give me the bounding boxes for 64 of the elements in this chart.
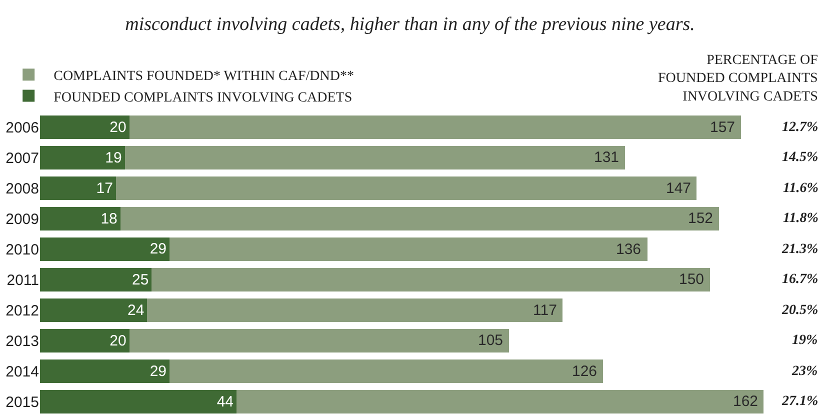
bar: [116, 176, 697, 200]
total-label: 117: [533, 302, 557, 319]
y-tick-label: 2012: [6, 302, 39, 320]
bar: [40, 115, 130, 140]
text: 14.5%: [782, 150, 818, 165]
total-label: 136: [616, 241, 642, 258]
y-tick-label: 2011: [6, 272, 39, 289]
data-label: 24: [128, 302, 144, 319]
y-tick-label: 2014: [6, 364, 39, 380]
text: 21.3%: [781, 242, 818, 257]
bar: [124, 146, 626, 170]
y-tick-label: 2010: [6, 242, 39, 258]
data-label: 29: [150, 240, 167, 258]
bar: [236, 390, 764, 414]
total-label: 162: [733, 393, 758, 410]
bar: [40, 237, 170, 262]
bar: [40, 146, 125, 170]
data-label: 44: [216, 393, 234, 410]
y-tick-label: 2006: [6, 120, 39, 136]
data-label: 17: [96, 180, 113, 197]
total-label: 152: [688, 210, 714, 227]
data-label: 25: [132, 271, 149, 288]
text: 23%: [791, 364, 818, 379]
text: PERCENTAGE OF FOUNDED COMPLAINTS INVOLVING CADETS: [658, 53, 818, 104]
y-tick-label: 2013: [6, 333, 39, 350]
bar: [129, 115, 742, 140]
bar: [40, 268, 152, 292]
bar: [170, 359, 603, 384]
text: 19%: [792, 333, 818, 348]
total-label: 131: [594, 149, 620, 166]
y-tick-label: 2007: [6, 150, 39, 167]
y-tick-label: 2009: [6, 211, 39, 228]
legend-label: FOUNDED COMPLAINTS INVOLVING CADETS: [54, 90, 352, 106]
data-label: 18: [100, 210, 118, 228]
text: 12.7%: [782, 120, 818, 135]
text: 11.6%: [783, 181, 818, 196]
text: 20.5%: [781, 303, 818, 318]
bar: [40, 298, 148, 322]
bar: [40, 328, 130, 353]
text: 11.8%: [783, 211, 818, 226]
bar: [120, 206, 719, 231]
total-label: 105: [478, 332, 504, 349]
chart-title: misconduct involving cadets, higher than in any of the previous nine years.: [125, 14, 695, 35]
bar: [40, 176, 116, 200]
y-tick-label: 2008: [6, 180, 39, 198]
data-label: 29: [150, 362, 167, 380]
bar: [152, 268, 710, 292]
data-label: 19: [105, 149, 122, 166]
total-label: 147: [666, 180, 692, 197]
data-label: 20: [110, 332, 126, 350]
bar: [40, 359, 170, 384]
legend-label: COMPLAINTS FOUNDED* WITHIN CAF/DND**: [54, 69, 354, 84]
bar: [147, 298, 563, 322]
bar: [40, 390, 237, 414]
total-label: 126: [572, 363, 598, 380]
bar: [40, 206, 120, 231]
bar: [129, 328, 509, 353]
text: 16.7%: [782, 272, 818, 287]
bar: [170, 237, 648, 262]
text: 27.1%: [781, 394, 818, 409]
total-label: 157: [710, 119, 736, 136]
data-label: 20: [110, 118, 126, 136]
y-tick-label: 2015: [6, 394, 39, 411]
total-label: 150: [679, 271, 704, 288]
